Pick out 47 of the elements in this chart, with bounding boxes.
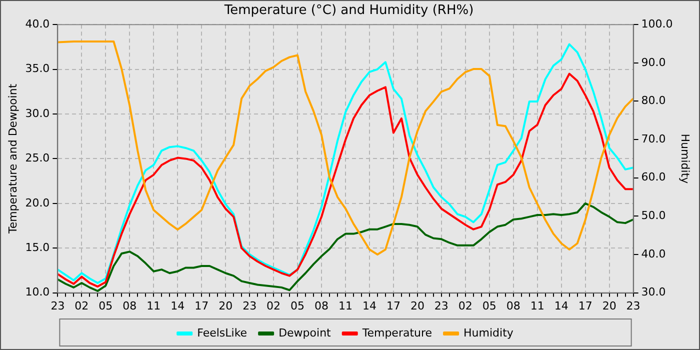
- x-tick-label: 20: [218, 299, 233, 312]
- x-tick-label: 11: [530, 299, 544, 312]
- x-tick-label: 17: [386, 299, 400, 312]
- x-tick-label: 23: [50, 299, 65, 312]
- x-tick-label: 20: [602, 299, 616, 312]
- y2-tick-label: 70.0: [641, 132, 666, 146]
- y-tick-label: 10.0: [25, 286, 50, 299]
- x-tick-label: 02: [458, 299, 472, 312]
- y-tick-label: 35.0: [25, 62, 50, 76]
- y-tick-label: 40.0: [25, 17, 50, 30]
- y-tick-label: 20.0: [25, 196, 50, 210]
- x-tick-label: 02: [266, 299, 281, 312]
- y-tick-label: 30.0: [25, 106, 50, 120]
- legend-label: FeelsLike: [197, 326, 248, 340]
- x-tick-label: 05: [290, 299, 305, 312]
- y2-tick-label: 80.0: [641, 94, 666, 108]
- x-tick-label: 08: [122, 299, 137, 312]
- y2-tick-label: 30.0: [641, 286, 666, 299]
- legend-label: Dewpoint: [278, 326, 332, 340]
- y2-tick-label: 50.0: [641, 209, 666, 222]
- y-axis-title: Temperature and Dewpoint: [6, 83, 20, 235]
- x-tick-label: 05: [98, 299, 113, 312]
- y2-tick-label: 90.0: [641, 56, 666, 69]
- legend-label: Temperature: [361, 326, 432, 340]
- x-tick-label: 05: [482, 299, 496, 312]
- legend-label: Humidity: [464, 326, 514, 340]
- y2-axis-title: Humidity: [678, 134, 692, 184]
- y2-tick-label: 60.0: [641, 170, 666, 184]
- x-tick-label: 23: [434, 299, 448, 312]
- x-tick-label: 17: [578, 299, 592, 312]
- y-tick-label: 25.0: [25, 152, 50, 165]
- x-tick-label: 14: [170, 299, 185, 312]
- chart-title: Temperature (°C) and Humidity (RH%): [223, 3, 474, 18]
- x-tick-label: 08: [506, 299, 520, 312]
- x-tick-label: 14: [554, 299, 568, 312]
- x-tick-label: 23: [626, 299, 640, 312]
- x-tick-label: 23: [242, 299, 257, 312]
- x-tick-label: 08: [314, 299, 329, 312]
- y-tick-label: 15.0: [25, 240, 50, 254]
- x-tick-label: 11: [338, 299, 352, 312]
- x-tick-label: 02: [74, 299, 89, 312]
- x-tick-label: 11: [146, 299, 161, 312]
- x-tick-label: 17: [194, 299, 209, 312]
- x-tick-label: 20: [410, 299, 424, 312]
- y2-tick-label: 40.0: [641, 247, 666, 260]
- x-tick-label: 14: [362, 299, 376, 312]
- y2-tick-label: 100.0: [641, 17, 673, 30]
